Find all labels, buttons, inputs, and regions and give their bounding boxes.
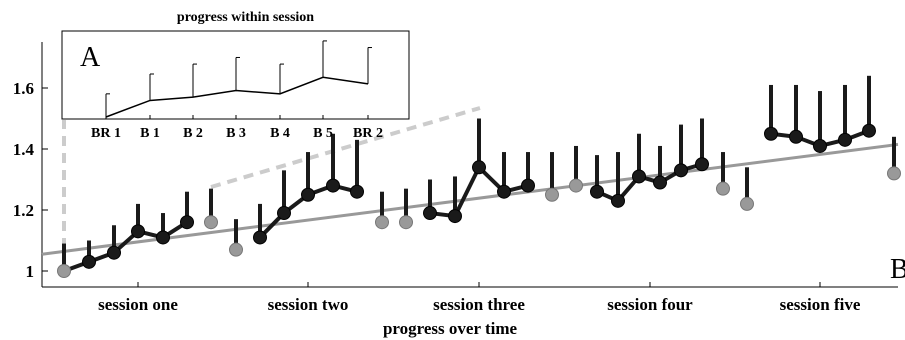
panel-label-a: A [80, 42, 101, 73]
inset-title: progress within session [177, 10, 314, 25]
block-point [695, 157, 709, 172]
session-series [57, 188, 218, 278]
session-label: session one [98, 295, 178, 314]
inset-panel: progress within session A BR 1 B 1 B 2 B 3 B 4… [61, 10, 410, 141]
block-point [674, 163, 688, 178]
session-series [740, 75, 901, 211]
block-point [253, 230, 267, 245]
block-point [423, 206, 437, 221]
session-label: session two [268, 295, 349, 314]
block-point [611, 193, 625, 208]
inset-x-tick-label: B 2 [183, 126, 203, 141]
inset-x-tick-label: B 5 [313, 126, 333, 141]
block-point [653, 175, 667, 190]
inset-x-tick-label: B 1 [140, 126, 160, 141]
session-label: session four [607, 295, 693, 314]
session-series [399, 118, 559, 230]
block-point [131, 224, 145, 239]
baseline-point [887, 166, 901, 181]
block-point [472, 160, 486, 175]
baseline-point [716, 181, 730, 196]
inset-x-tick-label: BR 2 [353, 126, 383, 141]
trend-line [41, 142, 899, 256]
block-point [862, 123, 876, 138]
session-series [229, 133, 389, 257]
session-label: session three [433, 295, 525, 314]
block-point [326, 178, 340, 193]
y-tick-label: 1 [26, 262, 35, 281]
series-group [57, 75, 901, 278]
y-tick-label: 1.2 [13, 201, 34, 220]
block-point [107, 245, 121, 260]
inset-x-tick-label: B 4 [270, 126, 290, 141]
block-point [764, 126, 778, 141]
panel-label-b: B [890, 254, 905, 285]
block-point [180, 215, 194, 230]
block-point [156, 230, 170, 245]
block-point [497, 184, 511, 199]
y-tick-label: 1.6 [13, 79, 34, 98]
baseline-point [57, 264, 71, 278]
baseline-point [569, 178, 583, 193]
baseline-point [229, 242, 243, 257]
block-point [521, 178, 535, 193]
baseline-point [399, 215, 413, 230]
block-point [632, 169, 646, 184]
inset-x-tick-label: BR 1 [91, 126, 121, 141]
main-axes: 1 1.2 1.4 1.6 session one session two session … [13, 42, 898, 314]
inset-connector-right [210, 106, 481, 189]
series-line [429, 163, 529, 219]
inset-connector-lines [62, 106, 481, 265]
inset-line [105, 76, 369, 118]
x-axis-label: progress over time [383, 319, 518, 338]
baseline-point [204, 215, 218, 230]
block-point [789, 129, 803, 144]
block-point [813, 138, 827, 153]
session-label: session five [780, 295, 861, 314]
block-point [590, 184, 604, 199]
baseline-point [740, 196, 754, 211]
baseline-point [375, 215, 389, 230]
trend-line-group [41, 142, 899, 256]
block-point [448, 209, 462, 224]
session-series [569, 118, 730, 208]
block-point [838, 132, 852, 147]
block-point [277, 206, 291, 221]
inset-x-tick-label: B 3 [226, 126, 246, 141]
block-point [350, 184, 364, 199]
baseline-point [545, 187, 559, 202]
y-tick-label: 1.4 [13, 140, 35, 159]
block-point [82, 254, 96, 269]
block-point [301, 187, 315, 202]
